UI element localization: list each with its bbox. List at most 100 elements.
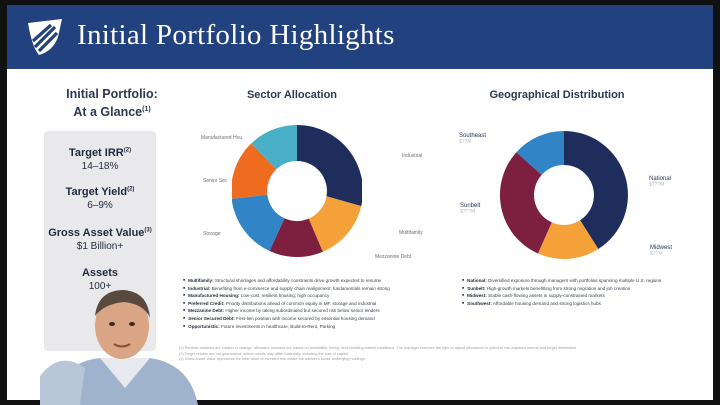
geo-label-sunbelt: Sunbelt $???M [460, 203, 480, 215]
list-item: Opportunistic: Future investments in hea… [183, 323, 390, 331]
geo-label-text: Midwest [650, 245, 673, 251]
metric-value: 100+ [88, 281, 112, 292]
sector-label-industrial: Industrial [402, 153, 422, 159]
list-item: Senior Secured Debt: First-lien position… [183, 315, 390, 323]
bullet-term: Senior Secured Debt: [188, 316, 235, 322]
bullet-term: Opportunistic: [188, 323, 220, 329]
bullet-text: Structural shortages and affordability c… [213, 278, 382, 284]
metric-assets: Assets 100+ [44, 267, 156, 292]
bullet-text: Low-cost, resilient housing; high occupa… [239, 293, 330, 299]
geo-label-sub: $???M [649, 182, 665, 188]
geo-label-text: National [649, 176, 672, 182]
geo-bullets: National: Diversified exposure through m… [462, 277, 661, 307]
sector-bullets: Multifamily: Structural shortages and af… [183, 277, 390, 330]
sector-label-manufactured: Manufactured Hou [201, 135, 242, 141]
bullet-term: Southwest: [467, 300, 492, 306]
list-item: Manufactured Housing: Low-cost, resilien… [183, 292, 390, 300]
sector-label-text: Senior Sec [203, 178, 228, 184]
metric-label: Gross Asset Value [48, 227, 145, 239]
bullet-term: Industrial: [188, 285, 211, 291]
geo-donut-chart [499, 131, 628, 259]
bullet-text: High-growth markets benefitting from str… [485, 285, 631, 291]
metric-target-yield: Target Yield(2) 6–9% [44, 186, 156, 211]
sector-label-storage: Storage [203, 231, 221, 237]
segment-manufactured [251, 125, 297, 170]
presenter-webcam-overlay [40, 290, 198, 405]
metric-label: Target IRR [68, 147, 124, 159]
metric-note: (2) [127, 186, 135, 193]
segment-maroon [269, 218, 323, 258]
list-item: Midwest: Stable cash-flowing assets in s… [462, 292, 661, 300]
footnotes: (1) Portfolio statistics are subject to … [179, 346, 649, 363]
sector-label-text: Multifamily [399, 230, 423, 236]
metric-value: 14–18% [81, 161, 119, 172]
metric-gross-asset-value: Gross Asset Value(3) $1 Billion+ [44, 227, 156, 252]
geo-label-sub: $??M [459, 139, 472, 145]
sector-label-multifamily: Multifamily [399, 230, 423, 236]
bullet-term: Midwest: [467, 293, 487, 299]
segment-mezzanine [308, 196, 362, 252]
geo-label-sub: $???M [460, 209, 476, 215]
slide-header: Initial Portfolio Highlights [7, 5, 713, 69]
list-item: Sunbelt: High-growth markets benefitting… [462, 285, 661, 293]
segment-national [564, 131, 628, 249]
sector-label-senior: Senior Sec [203, 178, 227, 184]
bullet-text: First-lien position with income secured … [234, 316, 375, 322]
metric-label: Target Yield [65, 186, 128, 198]
bullet-text: Benefiting from e-commerce and supply ch… [210, 285, 390, 291]
metric-label: Assets [81, 267, 119, 279]
sector-label-text: Industrial [402, 153, 423, 159]
geo-label-southeast: Southeast $??M [459, 133, 486, 145]
footnote: (1) Portfolio statistics are subject to … [179, 346, 578, 350]
geo-distribution-title: Geographical Distribution [489, 89, 625, 101]
segment-midwest [538, 220, 599, 259]
geo-label-sub: $??M [650, 251, 663, 257]
sector-allocation-title: Sector Allocation [246, 89, 338, 101]
geo-label-national: National $???M [649, 176, 671, 188]
sector-label-mezzanine: Mezzanine Debt [375, 254, 411, 260]
bullet-text: Affordable housing demand and strong log… [491, 300, 601, 306]
bullet-term: Manufactured Housing: [188, 293, 240, 299]
list-item: National: Diversified exposure through m… [462, 277, 661, 285]
sector-label-text: Storage [203, 231, 221, 237]
metric-note: (3) [144, 227, 152, 234]
footnote: (2) Target returns are not guaranteed; a… [179, 351, 349, 356]
glance-title: Initial Portfolio: At a Glance(1) [47, 87, 177, 120]
geo-label-midwest: Midwest $??M [650, 245, 672, 257]
segment-storage [232, 194, 285, 251]
bullet-text: Future investments in healthcare, Build-… [219, 323, 336, 329]
bullet-term: Mezzanine Debt: [188, 308, 225, 314]
bullet-term: Sunbelt: [467, 285, 486, 291]
bullet-text: Higher income by taking subordinated but… [224, 308, 380, 314]
page-title: Initial Portfolio Highlights [77, 19, 395, 51]
glance-title-line2: At a Glance [73, 105, 143, 120]
glance-title-note: (1) [142, 106, 151, 113]
segment-southeast [516, 131, 564, 175]
list-item: Southwest: Affordable housing demand and… [462, 300, 661, 308]
metric-note: (2) [123, 147, 132, 154]
list-item: Multifamily: Structural shortages and af… [183, 277, 390, 285]
segment-sunbelt [499, 152, 552, 254]
sector-label-text: Manufactured Hou [201, 135, 243, 141]
geo-label-text: Southeast [459, 133, 487, 139]
bullet-text: Stable cash-flowing assets in supply-con… [486, 293, 605, 299]
list-item: Preferred Credit: Priority distributions… [183, 300, 390, 308]
list-item: Mezzanine Debt: Higher income by taking … [183, 307, 390, 315]
footnote: (3) Gross Asset Value represents the tot… [179, 357, 366, 362]
glance-title-line1: Initial Portfolio: [66, 87, 158, 101]
segment-multifamily [297, 125, 362, 207]
sector-donut-chart [232, 125, 362, 258]
shield-logo-icon [28, 19, 62, 55]
geo-label-text: Sunbelt [460, 203, 481, 209]
bullet-text: Priority distributions ahead of common e… [224, 300, 377, 306]
segment-senior [232, 143, 277, 199]
metric-target-irr: Target IRR(2) 14–18% [44, 147, 156, 172]
bullet-text: Diversified exposure through managers wi… [486, 278, 662, 284]
bullet-term: National: [467, 278, 487, 284]
bullet-term: Multifamily: [188, 278, 214, 284]
metric-value: 6–9% [87, 200, 113, 211]
sector-label-text: Mezzanine Debt [375, 254, 412, 260]
list-item: Industrial: Benefiting from e-commerce a… [183, 285, 390, 293]
bullet-term: Preferred Credit: [188, 300, 225, 306]
metric-value: $1 Billion+ [76, 241, 124, 252]
